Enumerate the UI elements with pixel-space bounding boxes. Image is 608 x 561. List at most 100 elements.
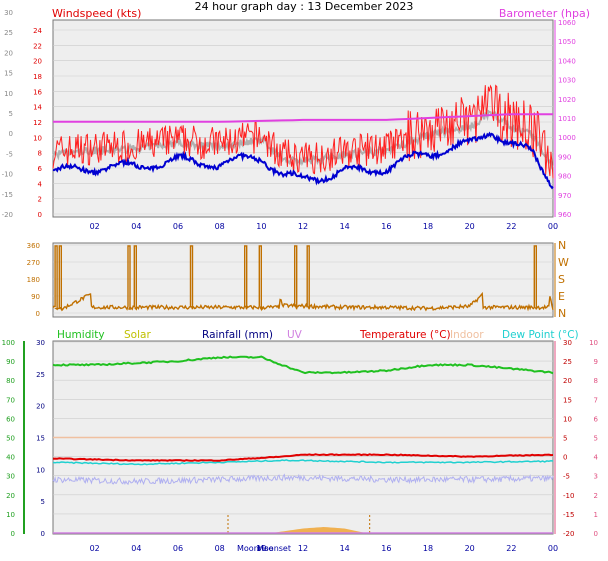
legend-label: Rainfall (mm) — [202, 329, 273, 341]
uv-tick-label: 10 — [589, 339, 598, 347]
rain-tick-label: 15 — [36, 435, 45, 443]
dew-point-line — [52, 459, 554, 466]
temp-x-tick-label: 10 — [256, 544, 266, 553]
baro-tick-label: 1030 — [558, 77, 576, 85]
temp-x-tick-label: 22 — [506, 544, 516, 553]
wind-tick-label: 16 — [33, 88, 42, 96]
wind-secondary-tick-label: -15 — [2, 191, 13, 199]
humidity-tick-label: 70 — [6, 396, 15, 404]
rain-tick-label: 20 — [36, 403, 45, 411]
wind-tick-label: 14 — [33, 104, 42, 112]
wind-tick-label: 6 — [38, 165, 43, 173]
wind-x-tick-label: 12 — [298, 222, 308, 231]
uv-tick-label: 2 — [594, 492, 598, 500]
humidity-tick-label: 20 — [6, 492, 15, 500]
wind-tick-label: 18 — [33, 73, 42, 81]
moonrise-label: Moonrise — [237, 544, 273, 553]
temp-x-tick-label: 20 — [465, 544, 475, 553]
direction-tick-label: 360 — [27, 242, 40, 250]
temp-tick-label: -10 — [563, 492, 574, 500]
rain-rate-line — [52, 473, 554, 486]
wind-tick-label: 0 — [38, 211, 42, 219]
uv-tick-label: 7 — [594, 396, 598, 404]
legend-label: Humidity — [57, 329, 105, 341]
uv-tick-label: 0 — [594, 530, 598, 538]
humidity-tick-label: 10 — [6, 511, 15, 519]
temp-tick-label: -15 — [563, 511, 574, 519]
wind-x-tick-label: 22 — [506, 222, 516, 231]
wind-x-tick-label: 02 — [90, 222, 100, 231]
wind-secondary-tick-label: 30 — [4, 9, 13, 17]
wind-secondary-tick-label: 0 — [9, 130, 13, 138]
baro-tick-label: 980 — [558, 173, 571, 181]
baro-tick-label: 970 — [558, 192, 571, 200]
baro-tick-label: 1010 — [558, 115, 576, 123]
solar-area — [271, 527, 366, 533]
uv-tick-label: 4 — [594, 454, 599, 462]
baro-tick-label: 990 — [558, 153, 571, 161]
temp-tick-label: 15 — [563, 396, 572, 404]
wind-x-tick-label: 08 — [215, 222, 225, 231]
temp-x-tick-label: 04 — [131, 544, 141, 553]
wind-secondary-tick-label: 15 — [4, 70, 13, 78]
uv-tick-label: 8 — [594, 377, 598, 385]
temp-tick-label: 30 — [563, 339, 572, 347]
legend-label: Temperature (°C) — [359, 329, 451, 341]
temp-x-tick-label: 12 — [298, 544, 308, 553]
humidity-tick-label: 40 — [6, 454, 15, 462]
wind-x-tick-label: 14 — [340, 222, 350, 231]
baro-tick-label: 1050 — [558, 38, 576, 46]
page-title: 24 hour graph day : 13 December 2023 — [194, 0, 414, 13]
wind-tick-label: 8 — [38, 150, 42, 158]
baro-tick-label: 960 — [558, 211, 571, 219]
compass-tick-label: E — [558, 290, 565, 303]
rain-tick-label: 5 — [41, 498, 45, 506]
compass-tick-label: N — [558, 239, 566, 252]
wind-x-tick-label: 04 — [131, 222, 141, 231]
temp-tick-label: 25 — [563, 358, 572, 366]
legend-label: Dew Point (°C) — [502, 329, 579, 341]
wind-tick-label: 10 — [33, 134, 42, 142]
baro-tick-label: 1000 — [558, 134, 576, 142]
rain-tick-label: 30 — [36, 339, 45, 347]
compass-tick-label: S — [558, 273, 565, 286]
wind-x-tick-label: 18 — [423, 222, 433, 231]
legend-label: UV — [287, 329, 303, 341]
temp-tick-label: 10 — [563, 415, 572, 423]
humidity-tick-label: 100 — [2, 339, 15, 347]
wind-axis-title: Windspeed (kts) — [52, 7, 141, 20]
temp-tick-label: -20 — [563, 530, 574, 538]
direction-tick-label: 270 — [27, 259, 40, 267]
wind-x-tick-label: 10 — [256, 222, 266, 231]
humidity-tick-label: 60 — [6, 415, 15, 423]
wind-tick-label: 24 — [33, 27, 42, 35]
temp-x-tick-label: 18 — [423, 544, 433, 553]
humidity-tick-label: 90 — [6, 358, 15, 366]
baro-axis-title: Barometer (hpa) — [499, 7, 590, 20]
humidity-tick-label: 50 — [6, 435, 15, 443]
humidity-tick-label: 80 — [6, 377, 15, 385]
humidity-tick-label: 0 — [11, 530, 15, 538]
uv-tick-label: 1 — [594, 511, 598, 519]
wind-x-tick-label: 16 — [381, 222, 391, 231]
wind-secondary-tick-label: 10 — [4, 90, 13, 98]
temp-x-tick-label: 14 — [340, 544, 350, 553]
temp-tick-label: 0 — [563, 454, 567, 462]
temperature-line — [52, 453, 554, 462]
rain-tick-label: 25 — [36, 371, 45, 379]
wind-secondary-tick-label: -5 — [6, 150, 13, 158]
temp-tick-label: 20 — [563, 377, 572, 385]
uv-tick-label: 9 — [594, 358, 598, 366]
direction-tick-label: 90 — [31, 293, 40, 301]
temp-x-tick-label: 16 — [381, 544, 391, 553]
wind-secondary-tick-label: 25 — [4, 29, 13, 37]
compass-tick-label: W — [558, 256, 569, 269]
direction-tick-label: 0 — [36, 310, 40, 318]
compass-tick-label: N — [558, 307, 566, 320]
wind-x-tick-label: 06 — [173, 222, 183, 231]
uv-tick-label: 5 — [594, 435, 598, 443]
temp-tick-label: -5 — [563, 473, 570, 481]
rain-tick-label: 10 — [36, 466, 45, 474]
temp-x-tick-label: 08 — [215, 544, 225, 553]
